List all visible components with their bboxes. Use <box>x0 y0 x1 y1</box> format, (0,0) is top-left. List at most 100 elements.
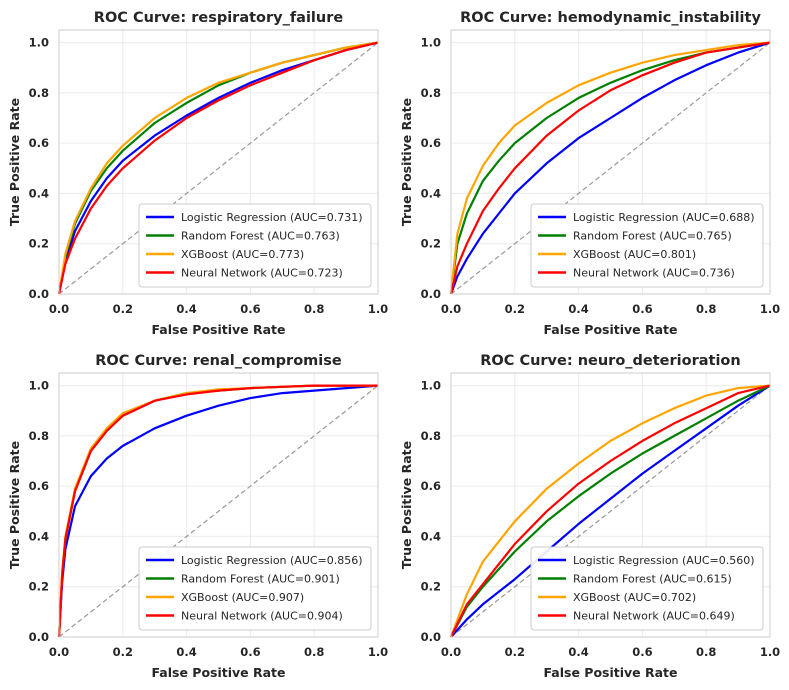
chart-panel-1: 0.0 0.2 0.4 0.6 0.8 1.0 0.0 0.2 0.4 0.6 0.8 1.0 ROC … <box>7 10 388 337</box>
legend-entry-4: Neural Network (AUC=0.723) <box>181 267 343 280</box>
legend-entry-1: Logistic Regression (AUC=0.856) <box>181 554 363 567</box>
y-tick-label: 0.8 <box>421 86 441 100</box>
y-tick-label: 0.8 <box>29 429 49 443</box>
series-line-3 <box>449 384 771 638</box>
x-axis-label: False Positive Rate <box>543 665 677 680</box>
legend-box <box>530 203 764 288</box>
chart-title: ROC Curve: respiratory_failure <box>94 10 344 26</box>
x-tick-label: 0.0 <box>49 302 69 316</box>
series-line-4 <box>57 41 379 295</box>
legend-entry-3: XGBoost (AUC=0.702) <box>573 591 696 604</box>
series-line-1 <box>450 384 771 638</box>
y-tick-label: 1.0 <box>421 36 441 50</box>
y-tick-label: 0.0 <box>421 287 441 301</box>
legend-entry-3: XGBoost (AUC=0.773) <box>181 248 304 261</box>
x-tick-label: 0.8 <box>696 302 716 316</box>
x-tick-label: 0.8 <box>304 302 324 316</box>
y-axis-label: True Positive Rate <box>399 441 414 569</box>
legend-entry-2: Random Forest (AUC=0.765) <box>573 230 732 243</box>
y-tick-label: 1.0 <box>29 379 49 393</box>
x-tick-label: 1.0 <box>760 645 780 659</box>
legend-entry-2: Random Forest (AUC=0.901) <box>181 573 340 586</box>
x-tick-label: 0.0 <box>441 302 461 316</box>
series-line-3 <box>449 41 771 295</box>
legend-box <box>530 546 764 631</box>
series-line-4 <box>57 384 378 638</box>
y-tick-label: 0.2 <box>29 580 49 594</box>
x-tick-label: 0.6 <box>632 645 652 659</box>
chart-panel-2: 0.0 0.2 0.4 0.6 0.8 1.0 0.0 0.2 0.4 0.6 0.8 1.0 ROC … <box>399 10 780 337</box>
x-tick-label: 0.8 <box>696 645 716 659</box>
legend-entry-1: Logistic Regression (AUC=0.688) <box>573 211 755 224</box>
y-tick-label: 0.4 <box>421 186 441 200</box>
axes-frame <box>450 29 771 295</box>
legend: Logistic Regression (AUC=0.688) Random Fo… <box>530 203 764 288</box>
legend-box <box>138 203 372 288</box>
chart-title: ROC Curve: hemodynamic_instability <box>460 10 761 26</box>
y-tick-label: 0.0 <box>29 630 49 644</box>
legend-entry-4: Neural Network (AUC=0.736) <box>573 267 735 280</box>
x-tick-label: 0.2 <box>505 302 525 316</box>
y-tick-label: 0.2 <box>29 237 49 251</box>
legend-entry-4: Neural Network (AUC=0.649) <box>573 610 735 623</box>
axes-frame <box>58 372 379 638</box>
x-axis-label: False Positive Rate <box>151 665 285 680</box>
y-tick-label: 0.2 <box>421 580 441 594</box>
chance-diagonal <box>58 385 379 638</box>
chance-diagonal <box>450 385 771 638</box>
y-tick-label: 0.6 <box>421 479 441 493</box>
x-tick-label: 0.0 <box>49 645 69 659</box>
chart-panel-4: 0.0 0.2 0.4 0.6 0.8 1.0 0.0 0.2 0.4 0.6 0.8 1.0 ROC … <box>399 353 780 680</box>
legend-entry-1: Logistic Regression (AUC=0.731) <box>181 211 363 224</box>
x-tick-label: 0.2 <box>505 645 525 659</box>
chart-title: ROC Curve: neuro_deterioration <box>480 353 740 369</box>
y-tick-label: 0.4 <box>29 529 49 543</box>
series-line-3 <box>57 41 379 295</box>
y-tick-label: 1.0 <box>421 379 441 393</box>
x-tick-label: 0.0 <box>441 645 461 659</box>
x-tick-label: 0.4 <box>568 302 588 316</box>
y-tick-label: 0.4 <box>421 529 441 543</box>
y-tick-label: 0.2 <box>421 237 441 251</box>
y-tick-label: 0.6 <box>29 136 49 150</box>
series-line-4 <box>449 41 771 295</box>
chance-diagonal <box>450 42 771 295</box>
y-tick-label: 0.6 <box>29 479 49 493</box>
axes-frame <box>450 372 771 638</box>
x-axis-label: False Positive Rate <box>543 322 677 337</box>
y-tick-label: 0.8 <box>421 429 441 443</box>
legend: Logistic Regression (AUC=0.560) Random Fo… <box>530 546 764 631</box>
y-tick-label: 0.0 <box>421 630 441 644</box>
legend: Logistic Regression (AUC=0.856) Random Fo… <box>138 546 372 631</box>
y-axis-label: True Positive Rate <box>7 441 22 569</box>
x-tick-label: 1.0 <box>760 302 780 316</box>
x-tick-label: 0.2 <box>113 645 133 659</box>
chart-title: ROC Curve: renal_compromise <box>95 353 342 369</box>
series-line-4 <box>450 384 771 638</box>
legend-entry-2: Random Forest (AUC=0.615) <box>573 573 732 586</box>
y-tick-label: 0.8 <box>29 86 49 100</box>
chart-panel-3: 0.0 0.2 0.4 0.6 0.8 1.0 0.0 0.2 0.4 0.6 0.8 1.0 ROC … <box>7 353 388 680</box>
series-line-2 <box>450 384 771 638</box>
x-tick-label: 0.4 <box>176 645 196 659</box>
y-tick-label: 0.4 <box>29 186 49 200</box>
y-axis-label: True Positive Rate <box>399 98 414 226</box>
axes-frame <box>58 29 379 295</box>
y-axis-label: True Positive Rate <box>7 98 22 226</box>
y-tick-label: 0.0 <box>29 287 49 301</box>
x-tick-label: 0.6 <box>632 302 652 316</box>
legend-entry-4: Neural Network (AUC=0.904) <box>181 610 343 623</box>
y-tick-label: 0.6 <box>421 136 441 150</box>
legend-entry-1: Logistic Regression (AUC=0.560) <box>573 554 755 567</box>
legend-entry-3: XGBoost (AUC=0.801) <box>573 248 696 261</box>
x-tick-label: 0.4 <box>568 645 588 659</box>
legend-box <box>138 546 372 631</box>
series-line-1 <box>57 384 379 638</box>
x-tick-label: 0.4 <box>176 302 196 316</box>
x-tick-label: 1.0 <box>368 302 388 316</box>
x-tick-label: 0.8 <box>304 645 324 659</box>
chance-diagonal <box>58 42 379 295</box>
x-tick-label: 1.0 <box>368 645 388 659</box>
x-tick-label: 0.6 <box>240 302 260 316</box>
